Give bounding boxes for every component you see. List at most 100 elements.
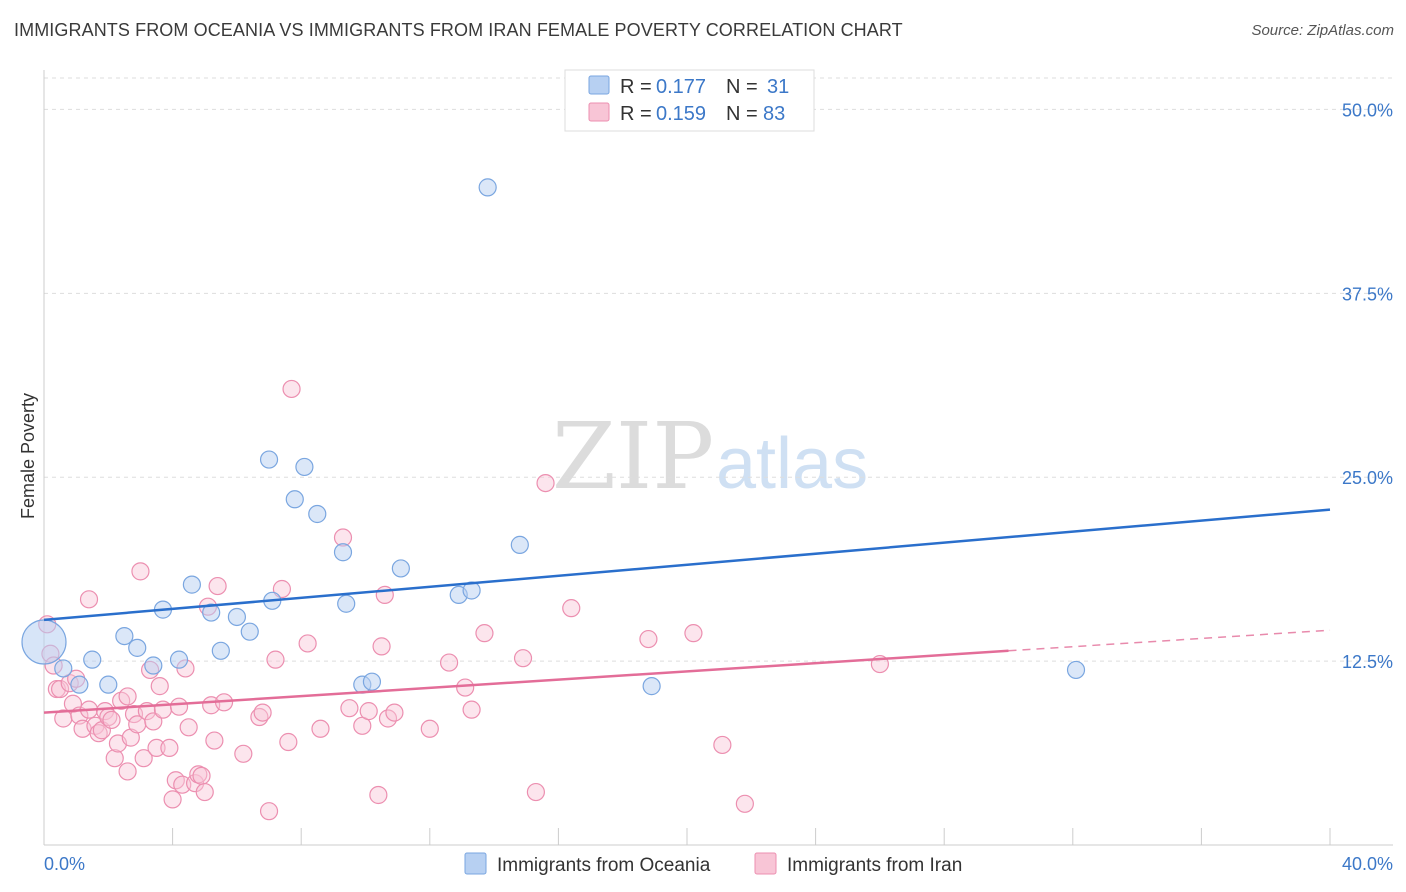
chart-source: Source: ZipAtlas.com <box>1251 22 1394 39</box>
point-iran <box>272 579 292 599</box>
watermark-zip: ZIP <box>552 403 714 510</box>
point-oceania <box>1066 660 1086 680</box>
y-tick-label: 25.0% <box>1342 468 1393 488</box>
point-iran <box>147 738 166 758</box>
watermark: ZIP atlas <box>552 403 868 510</box>
x-tick-label-max: 40.0% <box>1342 854 1393 874</box>
bottom-legend-label-iran: Immigrants from Iran <box>787 855 962 876</box>
point-iran <box>131 562 150 581</box>
axes-layer <box>43 70 1393 846</box>
point-oceania <box>285 490 304 509</box>
point-iran <box>102 710 121 730</box>
point-oceania <box>642 677 661 696</box>
point-oceania <box>337 594 356 613</box>
point-iran <box>163 790 182 809</box>
point-oceania <box>144 656 163 675</box>
point-iran <box>359 702 378 721</box>
legend-r-value-iran: 0.159 <box>656 103 706 125</box>
point-oceania <box>99 675 118 694</box>
point-iran <box>735 794 754 813</box>
point-iran <box>266 650 285 669</box>
point-oceania <box>169 650 189 669</box>
point-iran <box>562 599 581 618</box>
point-oceania <box>211 641 230 660</box>
bottom-legend-swatch-iran <box>754 852 777 875</box>
point-iran <box>420 719 439 738</box>
point-iran <box>340 699 359 718</box>
point-iran <box>311 719 330 738</box>
point-iran <box>169 697 189 716</box>
point-oceania <box>227 607 246 627</box>
point-oceania <box>259 450 279 469</box>
point-oceania <box>308 504 327 524</box>
bottom-legend: Immigrants from Oceania Immigrants from … <box>464 852 962 876</box>
point-iran <box>50 679 70 699</box>
point-oceania <box>70 675 89 694</box>
point-iran <box>105 749 124 768</box>
point-iran <box>144 712 163 731</box>
point-iran <box>63 694 83 713</box>
y-tick-label: 12.5% <box>1342 652 1393 672</box>
point-iran <box>279 732 298 752</box>
legend-swatch-iran <box>588 102 610 122</box>
trend-line-iran-extension <box>1008 629 1331 652</box>
point-iran <box>526 782 545 802</box>
point-iran <box>372 637 391 656</box>
point-iran <box>462 700 481 719</box>
legend-r-value-oceania: 0.177 <box>656 76 706 98</box>
point-iran <box>150 677 169 696</box>
point-oceania <box>115 626 134 646</box>
series-oceania-points <box>21 178 1086 696</box>
grid-layer <box>44 77 1393 662</box>
point-iran <box>684 624 703 643</box>
point-oceania <box>83 650 102 669</box>
trend-lines <box>43 508 1331 714</box>
point-iran <box>369 785 388 805</box>
point-oceania <box>182 575 201 594</box>
point-oceania <box>202 603 221 622</box>
y-axis-title: Female Poverty <box>18 393 38 519</box>
point-iran <box>134 749 153 768</box>
legend-n-value-oceania: 31 <box>767 76 789 98</box>
point-iran <box>456 678 475 697</box>
point-iran <box>89 724 108 743</box>
legend-n-label-oceania: N = <box>726 76 758 98</box>
x-tick-label-min: 0.0% <box>44 854 85 874</box>
point-iran <box>160 738 179 758</box>
point-oceania <box>391 559 410 578</box>
point-iran <box>298 634 317 653</box>
point-iran <box>713 735 732 755</box>
point-iran <box>179 718 198 737</box>
point-oceania <box>54 659 73 678</box>
y-tick-label: 50.0% <box>1342 100 1393 120</box>
point-iran <box>536 473 555 493</box>
point-oceania <box>362 672 382 691</box>
y-tick-labels: 12.5% 25.0% 37.5% 50.0% <box>1342 100 1393 672</box>
point-oceania <box>295 457 314 477</box>
point-iran <box>192 766 211 785</box>
legend-n-value-iran: 83 <box>763 103 785 125</box>
point-iran <box>253 703 272 722</box>
bottom-legend-label-oceania: Immigrants from Oceania <box>497 855 711 876</box>
point-iran <box>259 802 279 821</box>
bottom-legend-swatch-oceania <box>464 852 487 875</box>
y-tick-label: 37.5% <box>1342 284 1393 304</box>
legend-r-label-oceania: R = <box>620 76 652 98</box>
point-oceania <box>240 622 259 641</box>
point-iran <box>234 744 253 763</box>
point-iran <box>639 629 658 649</box>
trend-line-oceania <box>43 508 1331 622</box>
point-iran <box>385 703 404 722</box>
point-oceania <box>510 535 529 554</box>
point-iran <box>205 731 224 750</box>
point-iran <box>195 782 214 802</box>
point-iran <box>118 762 137 781</box>
legend-swatch-oceania <box>588 75 610 95</box>
legend-box: R = 0.177 N = 31 R = 0.159 N = 83 <box>564 69 815 132</box>
point-iran <box>439 653 459 672</box>
point-oceania <box>128 638 147 657</box>
watermark-atlas: atlas <box>716 424 868 504</box>
point-iran <box>118 687 137 706</box>
point-iran <box>513 649 533 668</box>
